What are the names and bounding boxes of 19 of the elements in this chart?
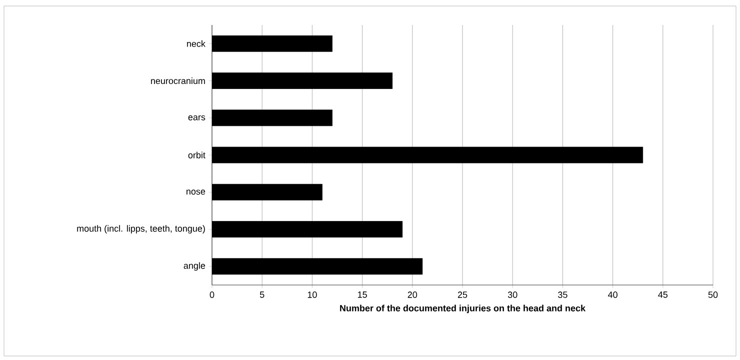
x-tick-label: 20	[408, 292, 418, 298]
y-tick-label: angle	[184, 262, 206, 271]
x-tick-label: 5	[260, 292, 264, 298]
x-tick-label: 40	[608, 292, 618, 298]
x-tick-label: 0	[210, 292, 214, 298]
y-tick-label: neurocranium	[151, 77, 205, 84]
y-tick-label: ears	[188, 115, 206, 120]
y-tick-label: nose	[186, 190, 206, 195]
x-axis-title: Number of the documented injuries on the head and neck	[340, 304, 586, 314]
x-tick-label: 25	[458, 292, 468, 298]
x-tick-label: 45	[658, 292, 668, 298]
y-tick-label: neck	[187, 40, 206, 47]
y-tick-label: orbit	[188, 152, 206, 158]
x-tick-label: 15	[358, 292, 367, 298]
x-tick-label: 30	[508, 292, 518, 298]
x-tick-label: 35	[558, 292, 568, 298]
x-tick-label: 10	[308, 292, 317, 298]
y-tick-label: mouth (incl. lipps, teeth, tongue)	[77, 225, 205, 234]
x-tick-label: 50	[708, 292, 718, 298]
